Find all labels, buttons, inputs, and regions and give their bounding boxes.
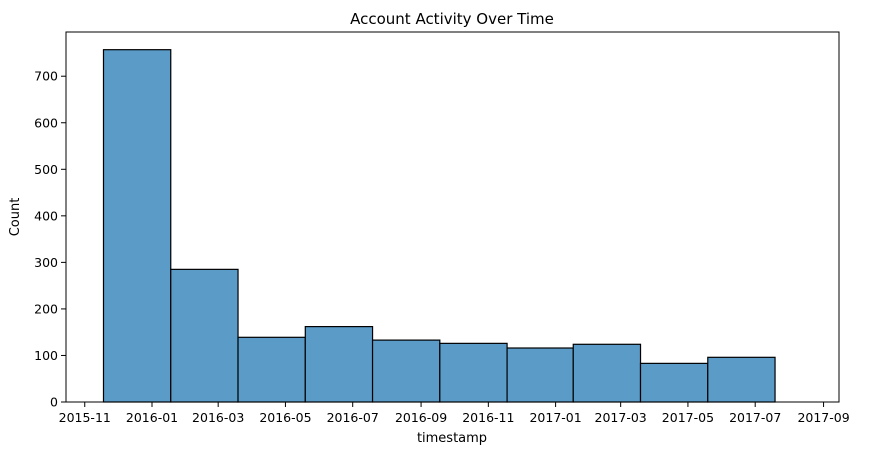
x-tick-label: 2016-05: [259, 410, 311, 425]
x-tick-label: 2016-07: [327, 410, 379, 425]
x-tick-label: 2016-09: [395, 410, 447, 425]
histogram-bar: [439, 342, 508, 403]
x-tick-label: 2016-11: [462, 410, 514, 425]
x-tick-label: 2017-07: [729, 410, 781, 425]
y-tick-label: 200: [34, 301, 58, 316]
x-tick-label: 2017-09: [797, 410, 849, 425]
x-axis: 2015-11 2016-01 2016-03 2016-05 2016-07 2016-…: [59, 402, 850, 425]
histogram-bar: [170, 268, 239, 403]
y-axis: 0 100 200 300 400 500 600 700: [34, 69, 66, 410]
y-tick-label: 100: [34, 348, 58, 363]
y-tick-label: 700: [34, 69, 58, 84]
histogram-bar: [371, 339, 441, 403]
x-tick-label: 2016-03: [192, 410, 244, 425]
x-tick-label: 2017-05: [662, 410, 714, 425]
histogram-bar: [639, 362, 709, 403]
x-tick-label: 2017-01: [529, 410, 581, 425]
histogram-bar: [707, 356, 776, 403]
x-axis-label: timestamp: [417, 431, 487, 446]
chart-title: Account Activity Over Time: [350, 10, 554, 28]
y-tick-label: 0: [50, 395, 58, 410]
x-tick-label: 2017-03: [595, 410, 647, 425]
x-tick-label: 2016-01: [126, 410, 178, 425]
y-tick-label: 400: [34, 208, 58, 223]
x-tick-label: 2015-11: [59, 410, 111, 425]
histogram-bar: [102, 49, 172, 403]
y-axis-label: Count: [8, 198, 23, 237]
y-tick-label: 300: [34, 255, 58, 270]
histogram-bar: [572, 343, 642, 403]
y-tick-label: 500: [34, 162, 58, 177]
bars-layer: [102, 49, 776, 403]
histogram-bar: [506, 347, 574, 403]
histogram-bar: [237, 336, 306, 403]
plot-frame: [65, 31, 840, 403]
histogram-bar: [304, 326, 374, 403]
y-tick-label: 600: [34, 115, 58, 130]
